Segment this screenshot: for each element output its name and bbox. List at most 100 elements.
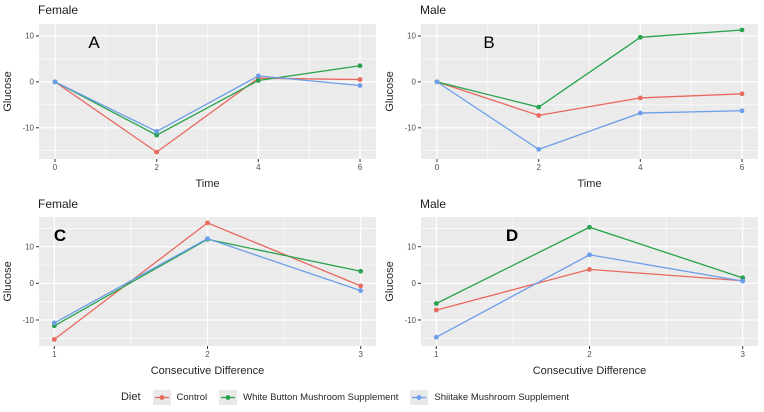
legend-key-point [159,394,164,400]
panel-title: Female [38,197,78,211]
series-point [255,73,261,79]
legend-title: Diet [120,391,141,403]
y-tick-label: -10 [404,316,416,325]
panel-c: 1 2 3 -10 0 10 Female C Consecutive Difference Gl… [0,195,382,385]
panel-annotation: D [506,226,518,245]
x-tick-label: 4 [638,163,643,172]
series-point [358,283,364,289]
legend-key-icon [410,389,429,405]
y-tick-label: -10 [22,316,34,325]
x-tick-label: 3 [740,350,745,359]
series-point [205,220,210,226]
y-axis-title: Glucose [384,261,396,301]
x-tick-label: 1 [434,350,439,359]
legend-item: White Button Mushroom Supplement [219,389,399,405]
panel-a-svg: 0 2 4 6 -10 0 10 Female A Time Glucose [2,3,376,190]
legend-key-point [225,394,231,400]
legend-item-label: White Button Mushroom Supplement [243,391,399,403]
x-tick-label: 6 [740,163,745,172]
panel-title: Female [38,3,78,17]
series-point [51,337,57,342]
series-point [739,27,745,33]
y-tick-label: 10 [407,242,416,251]
panel-d: 1 2 3 -10 0 10 Male D Consecutive Difference Gluc… [382,195,764,385]
series-line [54,75,361,133]
x-tick-label: 4 [256,163,261,172]
series-point [739,91,745,97]
panel-b: 0 2 4 6 -10 0 10 Male B Time Glucose [382,0,764,198]
y-axis-title: Glucose [384,71,396,111]
legend-item: Control [152,389,208,405]
legend-item-label: Control [176,391,208,403]
panel-title: Male [420,197,446,211]
x-axis-title: Time [577,178,601,190]
x-tick-label: 6 [358,163,363,172]
y-tick-label: 0 [30,279,35,288]
legend: Diet Control White Button Mushroom Supple… [0,384,764,410]
series-point [740,278,746,284]
y-tick-label: -10 [404,124,416,133]
series-point [637,34,643,40]
panel-annotation: B [483,33,494,52]
series-point [740,275,746,281]
series-point [51,320,57,326]
x-tick-label: 0 [435,163,440,172]
series-line [436,81,743,117]
legend-item: Shiitake Mushroom Supplement [410,389,570,405]
x-tick-label: 2 [536,163,541,172]
x-tick-label: 2 [205,350,210,359]
legend-key-icon [219,389,238,405]
y-tick-label: 10 [407,32,416,41]
panel-annotation: A [88,33,100,52]
x-axis-title: Time [195,178,219,190]
series-point [434,79,440,85]
x-tick-label: 0 [53,163,58,172]
panel-annotation: C [54,226,66,245]
y-axis-title: Glucose [2,261,14,301]
legend-key-point [416,394,422,400]
panel-c-svg: 1 2 3 -10 0 10 Female C Consecutive Difference Gl… [2,197,376,377]
y-axis-title: Glucose [2,71,14,111]
series-point [154,149,160,155]
panel-b-svg: 0 2 4 6 -10 0 10 Male B Time Glucose [384,3,758,190]
x-axis-title: Consecutive Difference [533,365,647,377]
x-axis-title: Consecutive Difference [151,365,265,377]
panel-title: Male [420,3,446,17]
series-point [637,95,643,101]
x-tick-label: 3 [358,350,363,359]
series-point [536,112,542,118]
series-point [357,63,363,69]
series-point [205,236,210,242]
panel-d-svg: 1 2 3 -10 0 10 Male D Consecutive Difference Gluc… [384,197,758,377]
x-tick-label: 2 [154,163,159,172]
series-point [433,301,439,306]
y-tick-label: 10 [25,32,34,41]
series-point [536,104,542,110]
series-point [433,307,439,313]
series-point [536,146,542,152]
legend-key-icon [152,389,171,405]
series-line [436,29,743,108]
y-tick-label: -10 [22,124,34,133]
series-line [436,81,743,151]
series-point [637,110,643,116]
series-point [433,334,439,340]
series-point [357,83,363,88]
series-line [54,77,360,153]
series-point [739,108,745,114]
series-point [154,129,160,134]
y-tick-label: 0 [412,279,417,288]
x-tick-label: 2 [587,350,592,359]
y-tick-label: 10 [25,242,34,251]
legend-items: Control White Button Mushroom Supplement S… [152,389,570,405]
series-point [358,268,364,274]
y-tick-label: 0 [30,78,35,87]
series-point [154,132,160,138]
legend-item-label: Shiitake Mushroom Supplement [434,391,570,403]
y-tick-label: 0 [412,78,417,87]
series-point [587,224,592,230]
x-tick-label: 1 [52,350,57,359]
series-point [358,288,364,294]
panel-a: 0 2 4 6 -10 0 10 Female A Time Glucose [0,0,382,198]
